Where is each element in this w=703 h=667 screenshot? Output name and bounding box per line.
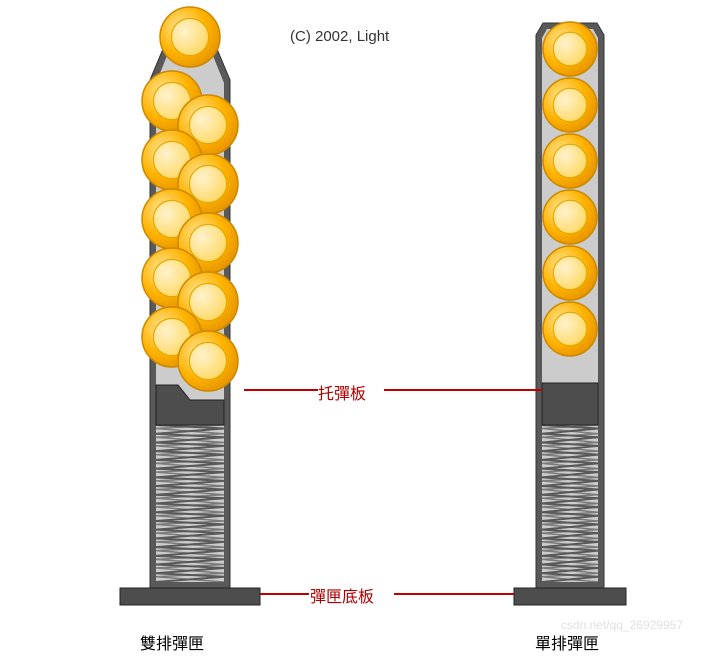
single-stack-label: 單排彈匣 (535, 630, 599, 654)
callout-line (260, 593, 309, 595)
callout-line (394, 593, 514, 595)
double-stack-label: 雙排彈匣 (140, 630, 204, 654)
single-stack-magazine-diagram (500, 5, 640, 615)
double-stack-magazine-diagram (90, 5, 290, 615)
baseplate-label: 彈匣底板 (310, 583, 374, 607)
copyright-text: (C) 2002, Light (290, 28, 389, 45)
callout-line (244, 389, 318, 391)
follower-label: 托彈板 (318, 380, 366, 404)
callout-line (384, 389, 542, 391)
